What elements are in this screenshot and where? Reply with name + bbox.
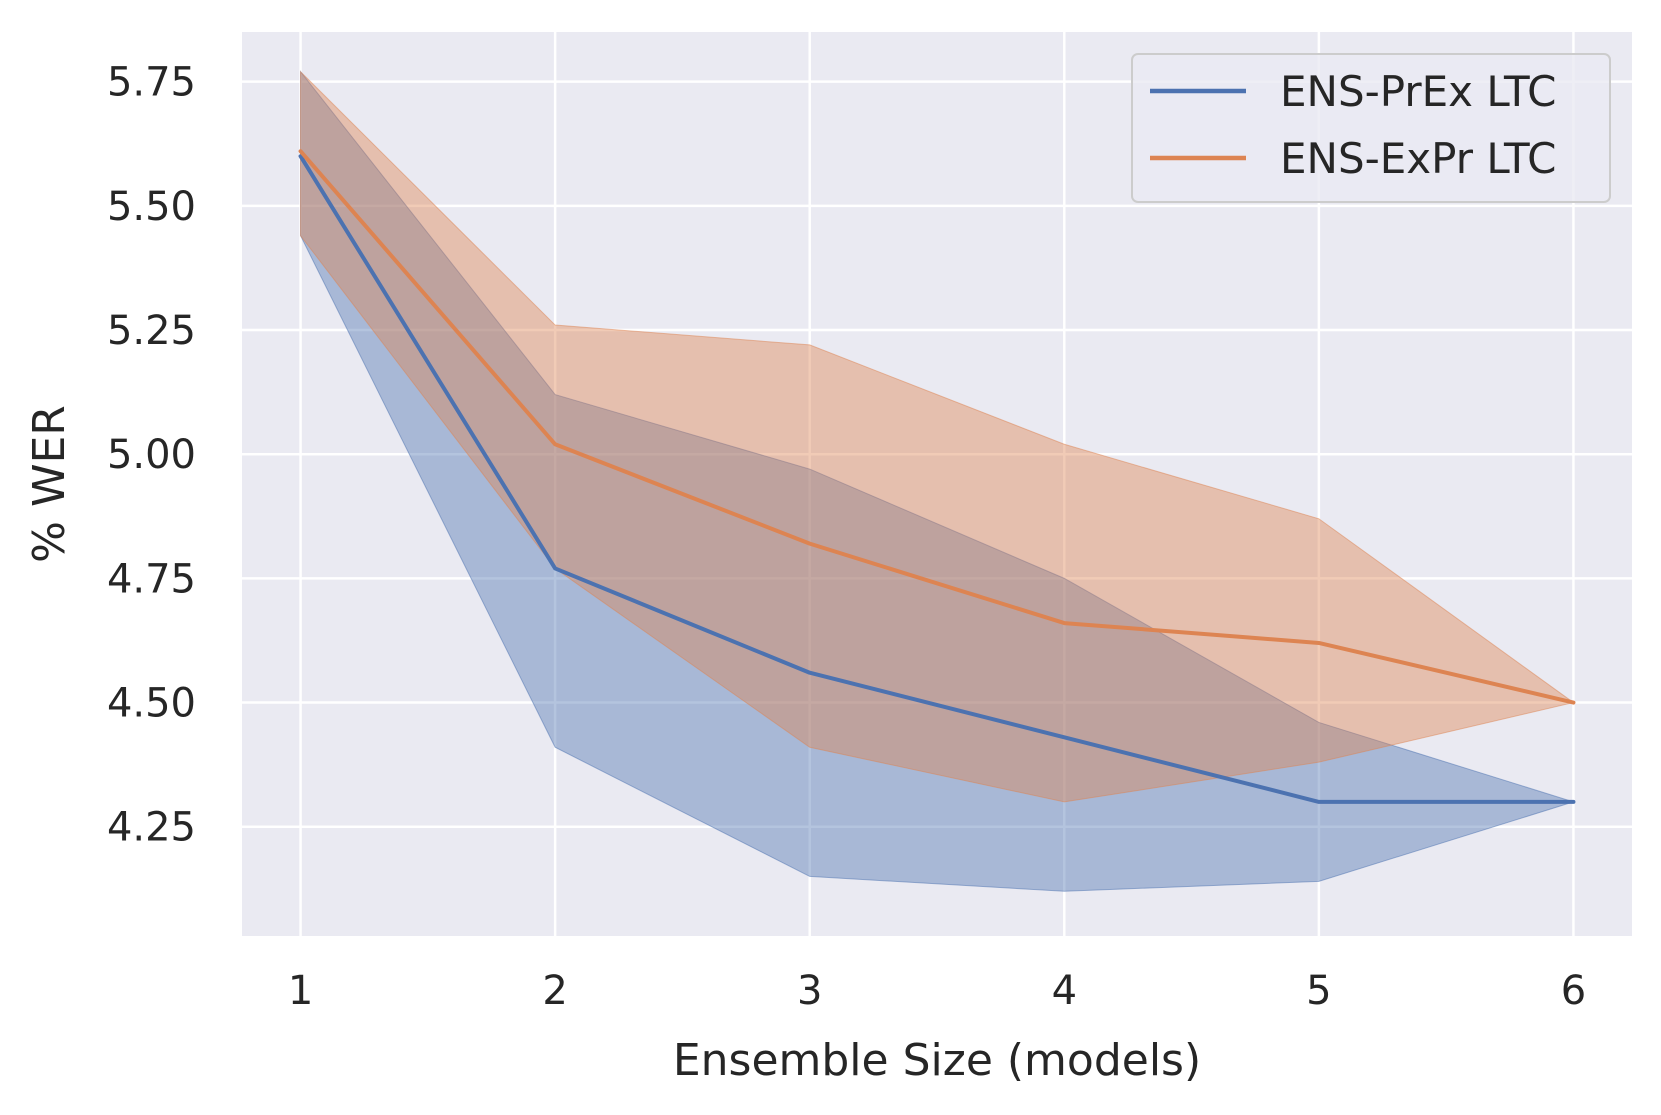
legend-label-prex: ENS-PrEx LTC [1280,67,1557,116]
x-tick-label: 2 [542,968,567,1014]
y-tick-labels: 4.25 4.50 4.75 5.00 5.25 5.50 5.75 [107,60,196,851]
series-line-1 [298,154,1576,804]
legend: ENS-PrEx LTC ENS-ExPr LTC [1131,53,1611,203]
x-tick-label: 4 [1052,968,1077,1014]
y-axis-label: % WER [24,405,75,563]
y-tick-label: 4.75 [107,556,196,602]
x-tick-labels: 1 2 3 4 5 6 [288,968,1586,1014]
grid [242,32,1632,936]
series-line-2 [298,149,1576,705]
x-tick-label: 5 [1306,968,1331,1014]
x-axis-label: Ensemble Size (models) [673,1035,1201,1086]
confidence-band-series-2 [300,70,1575,803]
x-tick-label: 3 [797,968,822,1014]
x-tick-label: 1 [288,968,313,1014]
legend-label-expr: ENS-ExPr LTC [1280,134,1557,183]
y-tick-label: 5.75 [107,60,196,106]
y-tick-label: 5.25 [107,308,196,354]
legend-box [1131,53,1611,203]
y-tick-label: 4.25 [107,805,196,851]
x-tick-label: 6 [1561,968,1586,1014]
confidence-bands [300,70,1576,892]
y-tick-label: 4.50 [107,681,196,727]
y-tick-label: 5.50 [107,184,196,230]
y-tick-label: 5.00 [107,432,196,478]
series-lines [298,149,1576,804]
confidence-band-series-1 [300,70,1576,892]
